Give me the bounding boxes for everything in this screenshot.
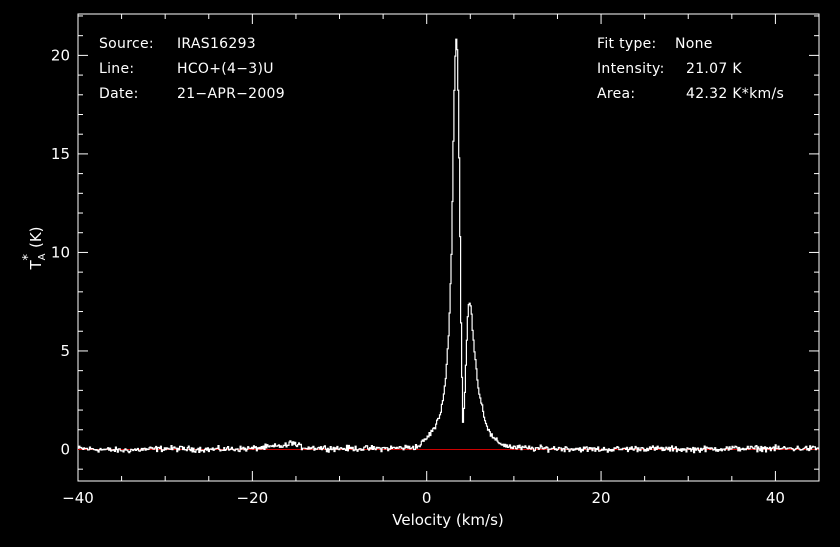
svg-text:TA*(K): TA* (K)	[21, 226, 48, 270]
x-tick-label: 0	[422, 489, 432, 507]
spectrum-line	[78, 38, 819, 454]
date-value: 21−APR−2009	[177, 86, 285, 102]
y-tick-label: 10	[51, 243, 70, 261]
date-label: Date:	[99, 86, 139, 102]
area-value: 42.32 K*km/s	[686, 86, 785, 102]
y-tick-label: 20	[51, 46, 70, 64]
y-axis-title: TA* (K)	[21, 226, 48, 270]
x-tick-label: −20	[237, 489, 269, 507]
y-tick-label: 5	[60, 342, 70, 360]
intensity-label: Intensity:	[597, 61, 665, 77]
x-axis-title: Velocity (km/s)	[392, 511, 503, 529]
x-tick-label: −40	[62, 489, 94, 507]
y-axis-title-sup: *	[21, 254, 36, 261]
fit-type-value: None	[675, 36, 713, 52]
tick-marks	[77, 14, 820, 481]
plot-frame	[77, 13, 820, 482]
fit-type-label: Fit type:	[597, 36, 657, 52]
x-tick-label: 20	[592, 489, 611, 507]
intensity-value: 21.07 K	[686, 61, 742, 77]
x-tick-label: 40	[766, 489, 785, 507]
y-tick-label: 15	[51, 145, 70, 163]
line-label: Line:	[99, 61, 135, 77]
tick-labels: −40 −20 0 20 40 0 5 10 15 20	[51, 46, 785, 507]
source-value: IRAS16293	[177, 36, 256, 52]
y-axis-title-main: T	[27, 260, 45, 271]
area-label: Area:	[597, 86, 636, 102]
y-axis-title-unit: (K)	[27, 226, 45, 248]
y-axis-title-sub: A	[37, 253, 48, 260]
y-tick-label: 0	[60, 440, 70, 458]
source-label: Source:	[99, 36, 154, 52]
line-value: HCO+(4−3)U	[177, 61, 274, 77]
